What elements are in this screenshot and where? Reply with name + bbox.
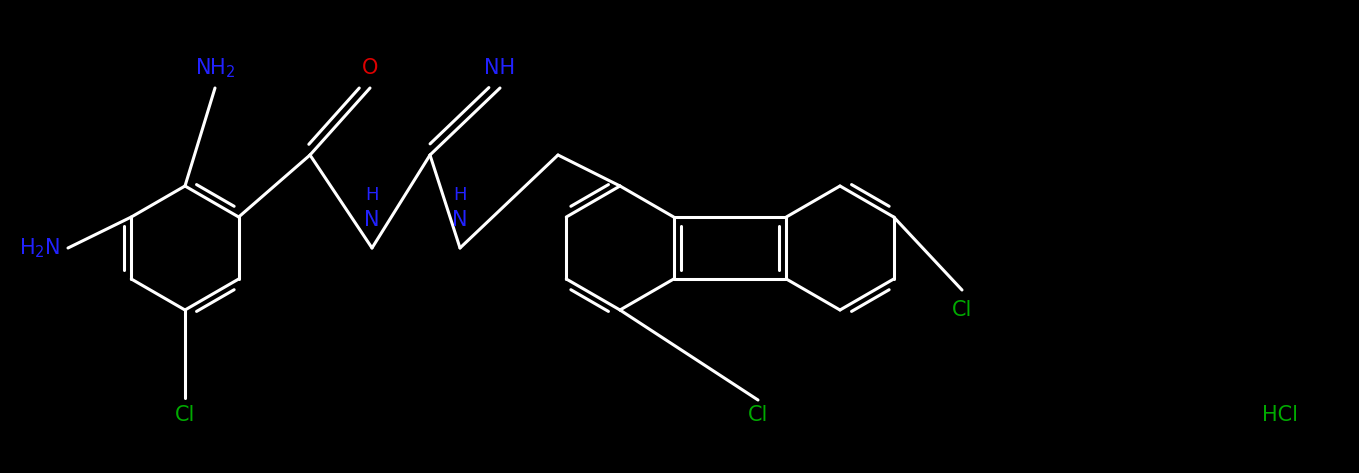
Text: NH$_2$: NH$_2$ [194,56,235,80]
Text: Cl: Cl [951,300,972,320]
Text: N: N [453,210,467,230]
Text: HCl: HCl [1263,405,1298,425]
Text: N: N [364,210,379,230]
Text: H$_2$N: H$_2$N [19,236,61,260]
Text: O: O [361,58,378,78]
Text: Cl: Cl [175,405,196,425]
Text: H: H [366,186,379,204]
Text: H: H [454,186,466,204]
Text: NH: NH [484,58,515,78]
Text: Cl: Cl [747,405,768,425]
